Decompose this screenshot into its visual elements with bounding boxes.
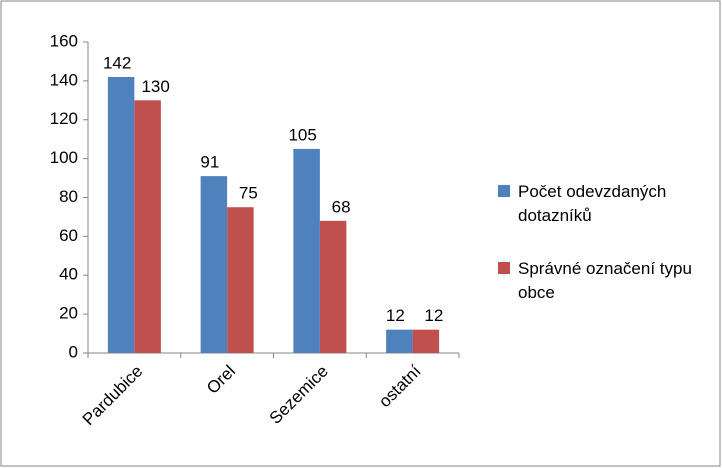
data-label: 142 — [103, 53, 131, 72]
bar — [319, 220, 347, 353]
data-label: 12 — [424, 306, 443, 325]
data-label: 105 — [288, 125, 316, 144]
bar — [107, 76, 135, 354]
y-tick-label: 20 — [59, 304, 78, 323]
bar — [227, 207, 254, 353]
y-tick-label: 0 — [69, 342, 78, 361]
legend-item: Počet odevzdaných dotazníků — [498, 180, 713, 228]
data-label: 68 — [332, 197, 351, 216]
bar — [200, 176, 228, 353]
data-label: 12 — [386, 306, 405, 325]
y-tick-label: 40 — [59, 265, 78, 284]
bar — [134, 100, 161, 353]
y-tick-label: 120 — [50, 109, 78, 128]
legend-swatch — [498, 262, 510, 274]
data-label: 130 — [141, 77, 169, 96]
y-tick-label: 100 — [50, 148, 78, 167]
bar — [293, 148, 320, 353]
legend-label: Počet odevzdaných dotazníků — [518, 182, 667, 225]
legend-item: Správné označení typu obce — [498, 257, 713, 305]
data-label: 91 — [200, 153, 219, 172]
y-tick-label: 80 — [59, 187, 78, 206]
data-label: 75 — [239, 184, 258, 203]
y-tick-label: 140 — [50, 70, 78, 89]
legend-swatch — [498, 185, 510, 197]
bar — [386, 329, 413, 353]
legend-label: Správné označení typu obce — [518, 259, 692, 302]
y-tick-label: 60 — [59, 226, 78, 245]
bar — [412, 329, 440, 353]
y-tick-label: 160 — [50, 31, 78, 50]
